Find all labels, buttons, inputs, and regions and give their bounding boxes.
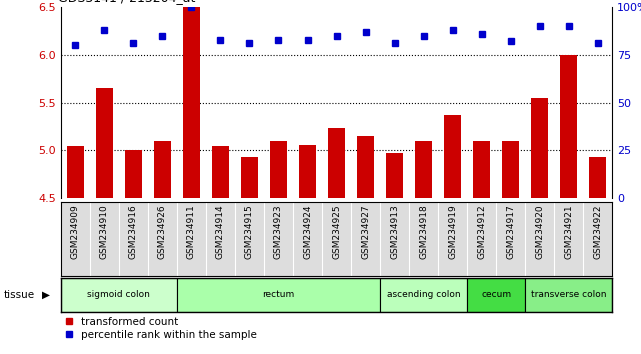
Bar [531, 98, 548, 198]
Text: GSM234921: GSM234921 [564, 204, 573, 259]
Bar [415, 141, 432, 198]
Bar [357, 136, 374, 198]
Text: GSM234916: GSM234916 [129, 204, 138, 259]
Text: GSM234922: GSM234922 [593, 204, 602, 258]
Text: GSM234912: GSM234912 [477, 204, 486, 259]
Text: ▶: ▶ [42, 290, 49, 300]
Bar [96, 88, 113, 198]
Text: GSM234918: GSM234918 [419, 204, 428, 259]
Text: GSM234919: GSM234919 [448, 204, 457, 259]
Bar [473, 141, 490, 198]
Bar [467, 278, 525, 312]
Bar [525, 278, 612, 312]
Bar [589, 157, 606, 198]
Bar [386, 153, 403, 198]
Bar [212, 146, 229, 198]
Text: tissue: tissue [3, 290, 35, 300]
Bar [241, 157, 258, 198]
Bar [299, 145, 316, 198]
Text: GSM234925: GSM234925 [332, 204, 341, 259]
Bar [177, 278, 380, 312]
Text: GSM234926: GSM234926 [158, 204, 167, 259]
Text: GSM234914: GSM234914 [216, 204, 225, 259]
Bar [154, 141, 171, 198]
Text: GSM234927: GSM234927 [361, 204, 370, 259]
Text: GSM234913: GSM234913 [390, 204, 399, 259]
Bar [328, 129, 345, 198]
Text: GSM234920: GSM234920 [535, 204, 544, 259]
Bar [380, 278, 467, 312]
Text: transverse colon: transverse colon [531, 290, 606, 299]
Text: GSM234924: GSM234924 [303, 204, 312, 258]
Text: GSM234917: GSM234917 [506, 204, 515, 259]
Text: ascending colon: ascending colon [387, 290, 460, 299]
Text: GDS3141 / 213204_at: GDS3141 / 213204_at [58, 0, 196, 5]
Text: GSM234923: GSM234923 [274, 204, 283, 259]
Bar [183, 7, 200, 198]
Legend: transformed count, percentile rank within the sample: transformed count, percentile rank withi… [66, 317, 256, 340]
Bar [270, 141, 287, 198]
Bar [61, 278, 177, 312]
Text: GSM234911: GSM234911 [187, 204, 196, 259]
Text: GSM234909: GSM234909 [71, 204, 80, 259]
Bar [560, 55, 578, 198]
Bar [502, 141, 519, 198]
Text: rectum: rectum [262, 290, 295, 299]
Text: cecum: cecum [481, 290, 511, 299]
Bar [125, 150, 142, 198]
Text: sigmoid colon: sigmoid colon [87, 290, 151, 299]
Bar [444, 115, 462, 198]
Bar [67, 146, 84, 198]
Text: GSM234915: GSM234915 [245, 204, 254, 259]
Text: GSM234910: GSM234910 [100, 204, 109, 259]
